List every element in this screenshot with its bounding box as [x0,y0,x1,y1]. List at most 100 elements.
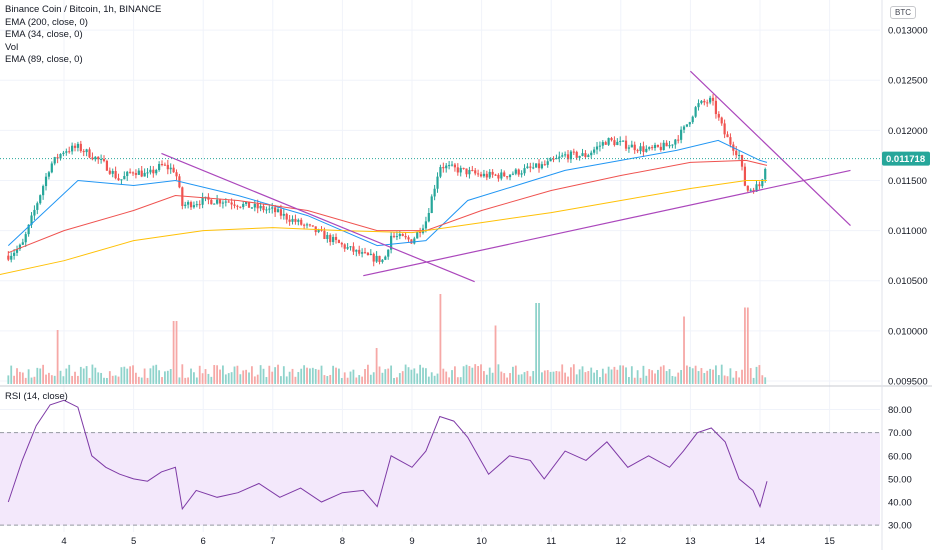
candle-body [50,163,53,173]
candle-body [662,142,665,150]
volume-bar [422,367,424,384]
candle-body [566,154,570,160]
volume-bar [546,370,549,384]
candle-body [506,176,509,178]
legend-ema34[interactable]: EMA (34, close, 0) [5,29,83,40]
candle-body [416,231,419,239]
price-axis[interactable]: 0.009500 0.010000 0.010500 0.011000 0.011500… [888,26,928,388]
time-tick-label: 12 [616,536,627,547]
legend-vol[interactable]: Vol [5,41,19,53]
time-tick-label: 8 [340,536,345,547]
volume-bar [483,371,485,384]
rsi-series-line [7,399,768,511]
volume-bar [332,365,335,384]
volume-bar [236,365,239,384]
candle-body [18,244,22,250]
volume-bar [564,372,567,384]
candle-body [85,149,88,153]
volume-bar [575,374,578,384]
volume-bar [262,368,265,384]
volume-bar [404,364,407,384]
volume-bar [94,367,97,384]
candle-body [430,196,433,214]
candle-body [79,143,82,152]
candle-body [169,167,172,170]
volume-bar [97,372,100,384]
candle-body [340,242,343,245]
candle-body [381,259,384,262]
volume-bar [233,366,236,384]
candle-body [578,155,581,158]
candle-body [607,138,610,145]
volume-bar [741,369,743,384]
volume-bar [500,371,503,384]
candle-body [404,235,407,238]
candle-body [27,224,30,235]
currency-badge[interactable]: BTC [890,6,916,19]
candle-body [7,255,10,260]
rsi-legend[interactable]: RSI (14, close) [5,391,68,402]
volume-bar [744,307,746,384]
volume-bar [361,376,364,384]
candle-body [761,179,764,187]
candle-body [158,163,161,171]
candle-body [598,145,602,147]
volume-bar [439,294,442,384]
candle-body [184,204,187,206]
volume-bar [253,376,256,384]
legend-ema200[interactable]: EMA (200, close, 0) [5,16,88,28]
candle-body [439,167,442,177]
candle-body [276,209,280,213]
volume-bar [462,366,465,384]
candle-body [88,149,91,158]
rsi-tick-label: 70.00 [888,428,912,439]
volume-bar [161,377,163,384]
candle-body [175,172,178,177]
candle-body [305,224,309,226]
candle-body [561,155,564,157]
candle-body [134,173,138,175]
candle-body [15,249,19,253]
candle-body [24,234,27,243]
candle-body [297,219,300,222]
volume-bar [111,375,114,384]
ema-line [7,139,768,247]
rsi-tick-label: 30.00 [888,521,912,532]
candle-body [131,172,135,174]
volume-bar [169,369,172,384]
volume-bar [680,370,683,384]
volume-bar [645,375,648,384]
volume-bar [755,366,758,384]
candle-body [601,142,604,146]
volume-bar [749,368,752,384]
volume-bar [271,371,274,384]
candle-body [572,151,575,153]
volume-bar [259,365,262,384]
volume-bar [329,374,332,384]
candle-body [500,172,503,179]
rsi-axis[interactable]: 30.00 40.00 50.00 60.00 70.00 80.00 [888,405,912,532]
candle-body [149,169,152,173]
candle-body [427,213,430,222]
volume-bar [538,303,540,384]
time-tick-label: 5 [131,536,136,547]
volume-bar [227,373,230,384]
time-tick-label: 9 [409,536,414,547]
volume-bar [323,375,326,384]
volume-bar [88,377,91,384]
volume-bar [364,369,366,384]
volume-bar [384,369,387,384]
rsi-tick-label: 60.00 [888,451,912,462]
volume-bar [732,377,735,384]
volume-bar [619,365,622,384]
volume-bar [607,366,610,384]
volume-bar [62,376,65,384]
volume-bar [187,377,190,384]
candle-body [82,151,85,153]
time-axis[interactable]: 4 5 6 7 8 9 10 11 12 13 14 15 [61,536,835,547]
candle-body [375,255,378,262]
legend-ema89[interactable]: EMA (89, close, 0) [5,54,83,65]
candle-body [720,117,723,124]
candle-body [282,213,285,216]
